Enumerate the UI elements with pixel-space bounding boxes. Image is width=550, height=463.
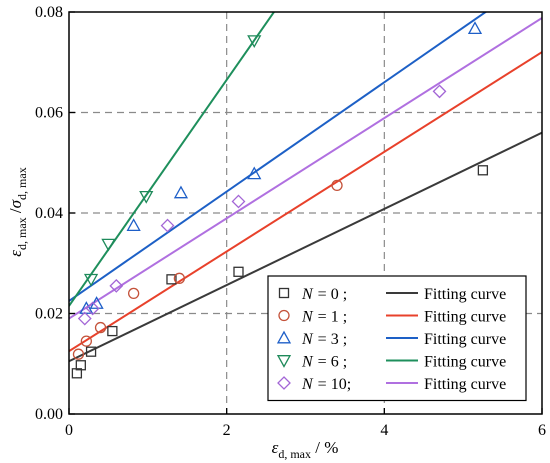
y-tick-label: 0.08 [35, 4, 63, 21]
data-point-series-1-3 [127, 287, 140, 300]
data-point-series-1-1 [80, 335, 92, 347]
fit-line-series-4 [69, 17, 542, 320]
y-tick-label: 0.02 [35, 306, 63, 323]
legend-series-label: N = 1 ; [301, 309, 347, 326]
data-point-series-0-5 [233, 266, 244, 277]
data-point-series-3-2 [139, 190, 154, 204]
legend-marker-1 [278, 309, 290, 322]
legend-fit-label: Fitting curve [424, 331, 506, 348]
ticks: 0 2 4 6 0.00 0.02 0.04 0.06 0.08 [35, 4, 546, 439]
data-point-series-2-2 [126, 218, 141, 232]
legend-series-symbol: N [301, 286, 314, 303]
legend-series-value: = 0 ; [318, 286, 347, 303]
fit-line-series-0 [69, 131, 542, 363]
data-point-series-0-6 [477, 165, 489, 176]
legend-series-value: = 6 ; [318, 354, 347, 371]
x-tick-label: 0 [65, 422, 73, 439]
data-point-series-3-1 [101, 238, 116, 252]
data-point-series-0-2 [85, 346, 97, 357]
legend-marker-2 [276, 330, 292, 344]
data-point-series-2-3 [173, 185, 189, 199]
fit-line-series-1 [69, 51, 542, 353]
x-axis-title: εd, max / % [272, 438, 339, 461]
legend-series-value: = 3 ; [318, 331, 347, 348]
y-tick-label: 0.04 [35, 205, 63, 222]
fit-lines [69, 12, 542, 363]
legend-fit-label: Fitting curve [424, 354, 506, 371]
data-point-series-2-4 [247, 166, 262, 180]
legend-fit-label: Fitting curve [424, 376, 506, 393]
data-point-series-0-3 [107, 325, 118, 337]
data-point-series-4-4 [231, 194, 246, 209]
data-point-series-1-4 [173, 272, 186, 284]
data-point-series-2-5 [467, 21, 483, 35]
legend-series-symbol: N [301, 376, 314, 393]
data-point-series-0-4 [166, 274, 177, 285]
x-tick-label: 6 [538, 422, 546, 439]
legend-series-symbol: N [301, 309, 314, 326]
legend-series-label: N = 3 ; [301, 331, 347, 348]
data-point-series-3-0 [83, 273, 99, 287]
fit-line-series-2 [69, 12, 488, 302]
data-point-series-3-3 [247, 35, 262, 48]
x-tick-label: 4 [380, 422, 388, 439]
fit-line-series-3 [69, 12, 276, 307]
data-point-series-1-0 [72, 348, 85, 360]
legend-marker-4 [277, 376, 291, 390]
data-point-series-1-5 [331, 179, 343, 192]
y-axis-title: εd, max /σd, max [6, 167, 29, 256]
data-point-series-4-2 [109, 278, 124, 293]
legend-fit-label: Fitting curve [424, 309, 506, 326]
legend-series-symbol: N [301, 331, 314, 348]
legend-series-value: = 1 ; [318, 309, 347, 326]
data-point-series-4-0 [77, 311, 92, 326]
legend-series-label: N = 10; [301, 376, 351, 393]
data-point-series-4-5 [432, 84, 447, 99]
y-tick-label: 0.06 [35, 105, 63, 122]
legend-fit-label: Fitting curve [424, 286, 506, 303]
data-point-series-0-1 [75, 360, 86, 371]
legend-series-label: N = 0 ; [301, 286, 347, 303]
y-tick-label: 0.00 [35, 406, 63, 423]
data-point-series-4-3 [160, 218, 175, 233]
x-tick-label: 2 [223, 422, 231, 439]
data-markers [71, 21, 489, 379]
data-point-series-1-2 [94, 321, 107, 334]
legend-marker-0 [278, 287, 290, 299]
data-point-series-4-1 [85, 301, 100, 316]
legend-series-value: = 10; [318, 376, 351, 393]
legend-series-label: N = 6 ; [301, 354, 347, 371]
legend-marker-3 [276, 355, 292, 368]
legend-series-symbol: N [301, 354, 314, 371]
